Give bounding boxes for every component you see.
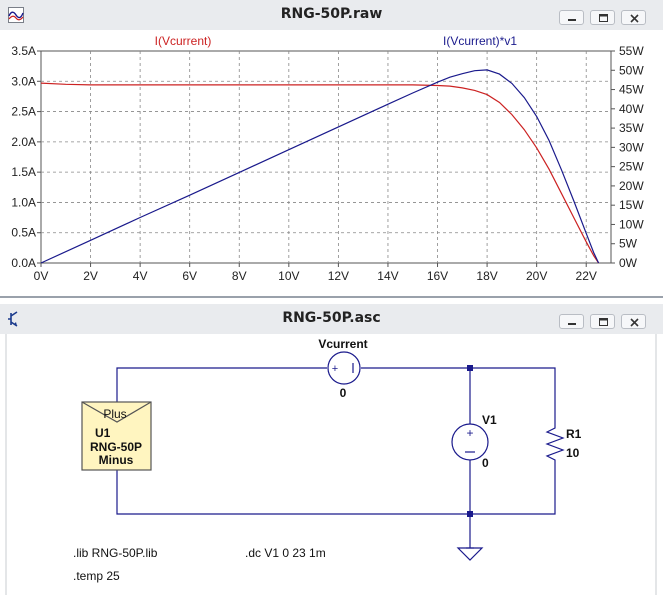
y-left-tick-label: 0.0A — [11, 256, 36, 270]
plot-titlebar[interactable]: RNG-50P.raw — [0, 0, 663, 31]
y-left-tick-label: 2.5A — [11, 105, 36, 119]
panel-plus-label: Plus — [103, 407, 126, 421]
y-right-tick-label: 40W — [619, 102, 644, 116]
v1-label[interactable]: V1 — [482, 413, 497, 427]
vcurrent-source[interactable]: + — [327, 351, 361, 385]
x-tick-label: 0V — [34, 269, 49, 283]
y-left-tick-label: 1.5A — [11, 165, 36, 179]
y-right-tick-label: 45W — [619, 83, 644, 97]
y-right-tick-label: 20W — [619, 179, 644, 193]
y-right-tick-label: 10W — [619, 217, 644, 231]
schem-minimize-button[interactable] — [559, 314, 584, 329]
x-tick-label: 12V — [328, 269, 349, 283]
restore-icon — [599, 318, 608, 326]
x-tick-label: 10V — [278, 269, 299, 283]
y-left-tick-label: 3.5A — [11, 44, 36, 58]
v1-value[interactable]: 0 — [482, 456, 489, 470]
r1-value[interactable]: 10 — [566, 446, 580, 460]
y-left-tick-label: 1.0A — [11, 195, 36, 209]
trace-right-label[interactable]: I(Vcurrent)*v1 — [443, 34, 517, 48]
plot-area[interactable]: I(Vcurrent) I(Vcurrent)*v1 0V 2V 4V 6V 8V 10V… — [0, 30, 663, 298]
x-tick-label: 22V — [576, 269, 597, 283]
schem-restore-button[interactable] — [590, 314, 615, 329]
vcurrent-value[interactable]: 0 — [340, 386, 347, 400]
transistor-icon — [8, 311, 18, 327]
chart-ticks: 0V 2V 4V 6V 8V 10V 12V 14V 16V 18V 20V 22V 0.0A 0.5A 1… — [11, 44, 644, 283]
wire-junction — [467, 511, 473, 517]
x-tick-label: 18V — [476, 269, 497, 283]
close-icon — [630, 318, 639, 327]
y-right-tick-label: 5W — [619, 237, 638, 251]
waveform-chart[interactable]: I(Vcurrent) I(Vcurrent)*v1 0V 2V 4V 6V 8V 10V… — [0, 30, 663, 296]
close-icon — [630, 14, 639, 23]
x-tick-label: 16V — [427, 269, 448, 283]
directive-lib[interactable]: .lib RNG-50P.lib — [73, 546, 158, 560]
wire-junction — [467, 365, 473, 371]
y-right-tick-label: 55W — [619, 44, 644, 58]
schematic-titlebar[interactable]: RNG-50P.asc — [0, 304, 663, 335]
v1-source[interactable]: + — [451, 423, 489, 461]
series-power-line — [40, 69, 600, 264]
x-tick-label: 14V — [377, 269, 398, 283]
y-right-tick-label: 15W — [619, 198, 644, 212]
series-current-line — [40, 82, 600, 264]
x-tick-label: 4V — [133, 269, 148, 283]
panel-name-label: U1 — [95, 426, 111, 440]
y-right-tick-label: 30W — [619, 140, 644, 154]
solar-panel-u1[interactable] — [81, 401, 152, 471]
chart-series — [40, 69, 600, 264]
minimize-icon — [568, 323, 576, 325]
svg-text:+: + — [466, 426, 473, 440]
vcurrent-label[interactable]: Vcurrent — [318, 337, 367, 351]
directive-dc[interactable]: .dc V1 0 23 1m — [245, 546, 326, 560]
restore-button[interactable] — [590, 10, 615, 25]
x-tick-label: 20V — [526, 269, 547, 283]
schem-close-button[interactable] — [621, 314, 646, 329]
y-right-tick-label: 35W — [619, 121, 644, 135]
panel-minus-label: Minus — [99, 453, 134, 467]
directive-temp[interactable]: .temp 25 — [73, 569, 120, 583]
y-right-tick-label: 25W — [619, 160, 644, 174]
schematic-window-title: RNG-50P.asc — [282, 310, 381, 326]
y-right-tick-label: 50W — [619, 63, 644, 77]
panel-model-label: RNG-50P — [90, 440, 142, 454]
x-tick-label: 6V — [182, 269, 197, 283]
waveform-icon — [8, 7, 24, 23]
minimize-button[interactable] — [559, 10, 584, 25]
minimize-icon — [568, 19, 576, 21]
r1-label[interactable]: R1 — [566, 427, 582, 441]
chart-grid — [40, 50, 612, 264]
svg-text:+: + — [332, 363, 338, 375]
r1-resistor[interactable] — [545, 424, 565, 462]
ground-symbol[interactable] — [456, 547, 484, 561]
plot-window-title: RNG-50P.raw — [280, 6, 383, 22]
plot-window: RNG-50P.raw I(Vcurrent) I(Vcurrent)*v1 0… — [0, 0, 663, 298]
y-left-tick-label: 3.0A — [11, 74, 36, 88]
y-right-tick-label: 0W — [619, 256, 638, 270]
y-left-tick-label: 0.5A — [11, 226, 36, 240]
restore-icon — [599, 14, 608, 22]
trace-left-label[interactable]: I(Vcurrent) — [155, 34, 212, 48]
y-left-tick-label: 2.0A — [11, 135, 36, 149]
plot-frame — [40, 50, 612, 264]
x-tick-label: 2V — [83, 269, 98, 283]
x-tick-label: 8V — [232, 269, 247, 283]
wires — [116, 367, 556, 549]
close-button[interactable] — [621, 10, 646, 25]
